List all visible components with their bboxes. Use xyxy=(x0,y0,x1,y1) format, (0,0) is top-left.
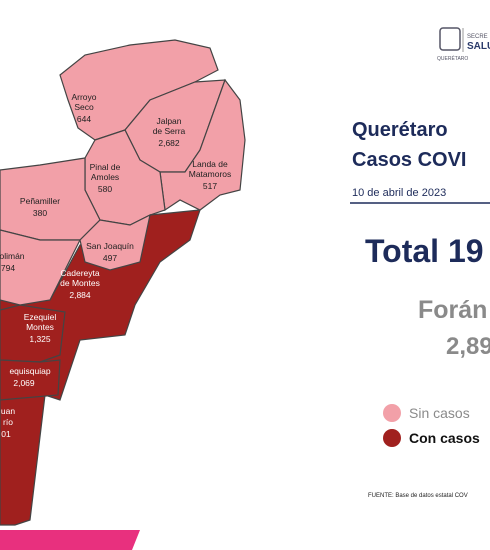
region-name: Peñamiller xyxy=(20,196,60,206)
region-cases: 2,884 xyxy=(69,290,91,300)
title: Querétaro xyxy=(352,119,448,141)
region-name: equisquiap xyxy=(9,366,50,376)
region-name: uan xyxy=(1,406,15,416)
region-name: de Montes xyxy=(60,278,100,288)
region-name: Matamoros xyxy=(189,169,232,179)
region-cases: 644 xyxy=(77,114,91,124)
region-cases: 580 xyxy=(98,184,112,194)
foraneos-value: 2,89 xyxy=(446,333,490,360)
region-name: Pinal de xyxy=(90,162,121,172)
legend-label: Con casos xyxy=(409,430,480,446)
region-name: olimán xyxy=(0,251,25,261)
legend-swatch xyxy=(383,404,401,422)
region-cases: 2,069 xyxy=(13,378,35,388)
region-name: Jalpan xyxy=(156,116,181,126)
logo-text: SALU xyxy=(467,41,490,52)
region-cases: 380 xyxy=(33,208,47,218)
region-shape xyxy=(0,359,61,401)
region-name: Arroyo xyxy=(71,92,96,102)
region-name: de Serra xyxy=(153,126,186,136)
date: 10 de abril de 2023 xyxy=(352,187,446,199)
region-name: Seco xyxy=(74,102,94,112)
region-name: Amoles xyxy=(91,172,119,182)
region-shape xyxy=(79,213,151,271)
region-name: Ezequiel xyxy=(24,312,57,322)
region-cases: 01 xyxy=(1,429,11,439)
map: Arroyo Seco 644 Jalpan de Serra 2,682 La… xyxy=(0,39,246,526)
total: Total 19 xyxy=(365,233,484,269)
logo-text: SECRE xyxy=(467,34,488,40)
region-name: San Joaquín xyxy=(86,241,134,251)
logo: SECRE SALU QUERÉTARO xyxy=(437,27,490,62)
region-cases: 2,682 xyxy=(158,138,180,148)
source: FUENTE: Base de datos estatal COV xyxy=(368,493,468,499)
region-name: Cadereyta xyxy=(60,268,99,278)
region-shape xyxy=(159,78,246,212)
decor-band xyxy=(0,530,140,550)
region-name: Montes xyxy=(26,322,54,332)
foraneos-label: Forán xyxy=(418,296,487,324)
logo-text: QUERÉTARO xyxy=(437,55,468,62)
title: Casos COVI xyxy=(352,149,466,171)
logo-emblem xyxy=(439,27,461,51)
legend-label: Sin casos xyxy=(409,405,470,421)
region-name: Landa de xyxy=(192,159,228,169)
legend-swatch xyxy=(383,429,401,447)
region-name: río xyxy=(3,417,13,427)
region-cases: 517 xyxy=(203,181,217,191)
region-cases: 497 xyxy=(103,253,117,263)
region-shape xyxy=(0,229,81,306)
region-cases: 794 xyxy=(1,263,15,273)
region-cases: 1,325 xyxy=(29,334,51,344)
